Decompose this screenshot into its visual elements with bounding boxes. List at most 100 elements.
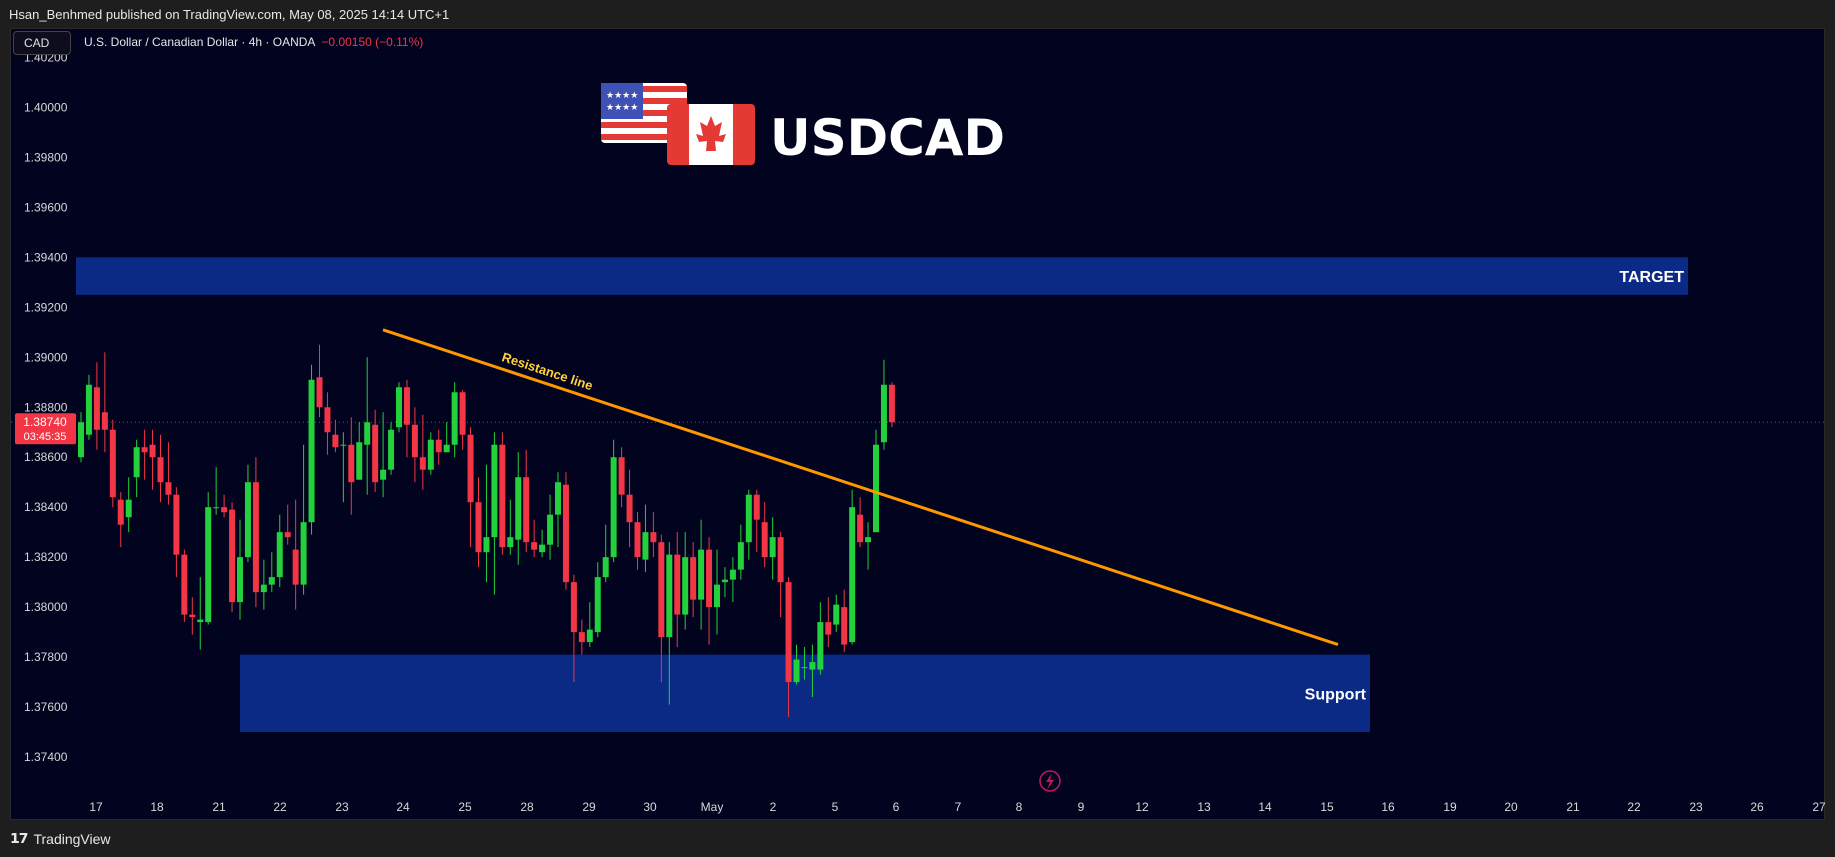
candle xyxy=(388,422,395,475)
candle-body xyxy=(523,477,530,543)
candle xyxy=(888,382,895,428)
candle-body xyxy=(475,502,482,553)
candle-body xyxy=(149,444,156,458)
candle xyxy=(396,382,402,433)
currency-button[interactable]: CAD xyxy=(13,31,71,55)
candle-body xyxy=(880,384,887,443)
candle xyxy=(547,494,554,560)
candle-body xyxy=(729,569,736,580)
candle-body xyxy=(403,387,410,425)
candle xyxy=(459,389,466,450)
candle-body xyxy=(833,604,840,625)
zone-target xyxy=(76,257,1688,295)
candle xyxy=(324,392,331,455)
candle xyxy=(483,464,490,583)
candle-body xyxy=(562,484,569,583)
x-tick-label: May xyxy=(701,800,724,814)
candle-body xyxy=(491,444,498,538)
candle-body xyxy=(650,532,657,543)
candle-body xyxy=(141,447,148,453)
x-tick-label: 29 xyxy=(582,800,596,814)
candle-body xyxy=(78,422,84,458)
time-axis[interactable]: 17 18 21 22 23 24 25 28 29 30 May 2 5 6 7 8 9 12 13 14 15 16 1… xyxy=(89,800,1826,814)
x-tick-label: 15 xyxy=(1320,800,1334,814)
candle-body xyxy=(213,507,220,509)
candle-body xyxy=(284,532,291,538)
candle-body xyxy=(332,434,339,448)
candle-body xyxy=(467,434,474,503)
zone-label: TARGET xyxy=(1619,269,1684,286)
candle xyxy=(109,419,116,508)
candle-body xyxy=(690,557,697,600)
candle-body xyxy=(364,422,371,445)
candle xyxy=(690,542,697,618)
title-block: ★★★★ ★★★★ USDCAD xyxy=(601,83,1005,167)
candle xyxy=(411,407,418,483)
candle-body xyxy=(642,532,649,560)
candle-body xyxy=(205,507,212,623)
candle xyxy=(205,492,212,625)
tradingview-logo-icon: 𝟭𝟳 xyxy=(10,830,29,846)
x-tick-label: 27 xyxy=(1812,800,1826,814)
candle xyxy=(252,457,259,608)
candle-body xyxy=(244,482,251,558)
candle xyxy=(133,439,140,498)
candle xyxy=(562,472,569,590)
candle xyxy=(586,602,593,648)
candle xyxy=(419,414,426,490)
x-tick-label: 17 xyxy=(89,800,103,814)
candle-body xyxy=(578,632,585,643)
x-tick-label: 18 xyxy=(150,800,164,814)
y-tick-label: 1.37400 xyxy=(24,750,68,764)
candle xyxy=(729,557,736,603)
tradingview-brand: TradingView xyxy=(33,830,111,847)
lightning-icon[interactable] xyxy=(1039,770,1061,792)
candle-body xyxy=(531,542,538,550)
price-axis[interactable]: 1.402001.400001.398001.396001.394001.392… xyxy=(24,50,68,764)
trendline-label: Resistance line xyxy=(500,349,595,393)
candle xyxy=(523,449,530,553)
candle-body xyxy=(594,577,601,633)
candle xyxy=(833,594,840,633)
x-tick-label: 23 xyxy=(335,800,349,814)
candle-body xyxy=(93,387,100,430)
x-tick-label: 21 xyxy=(1566,800,1580,814)
candle xyxy=(666,542,673,705)
candle xyxy=(777,532,784,618)
candle xyxy=(737,524,744,580)
candle xyxy=(308,364,315,535)
symbol-info[interactable]: U.S. Dollar / Canadian Dollar · 4h · OAN… xyxy=(84,35,423,49)
candle xyxy=(849,489,856,645)
candle-body xyxy=(539,544,546,553)
candle-body xyxy=(189,614,196,618)
candle-body xyxy=(483,537,490,553)
candle xyxy=(634,512,641,570)
candle-body xyxy=(721,579,728,583)
candle xyxy=(698,519,705,630)
y-tick-label: 1.39200 xyxy=(24,300,68,314)
candle xyxy=(260,559,267,610)
current-price-tag: 1.38740 03:45:35 xyxy=(15,413,76,445)
candle-body xyxy=(570,582,577,633)
tradingview-logo[interactable]: 𝟭𝟳 TradingView xyxy=(10,830,111,847)
candle-body xyxy=(396,387,402,428)
candle-body xyxy=(555,482,561,515)
y-tick-label: 1.38600 xyxy=(24,450,68,464)
candle-body xyxy=(825,622,832,635)
candle xyxy=(873,429,879,533)
price-tag-bg xyxy=(15,413,76,445)
candle-body xyxy=(817,622,824,670)
candle xyxy=(221,494,228,518)
candle-body xyxy=(674,554,681,615)
footer-bar: 𝟭𝟳 TradingView xyxy=(0,820,1835,857)
candle-body xyxy=(372,424,379,483)
x-tick-label: 13 xyxy=(1197,800,1211,814)
candle xyxy=(443,422,450,453)
x-tick-label: 12 xyxy=(1135,800,1149,814)
candle-body xyxy=(197,619,204,623)
candle-body xyxy=(698,549,705,600)
y-tick-label: 1.38800 xyxy=(24,400,68,414)
candle xyxy=(491,432,498,595)
candle-body xyxy=(252,482,259,593)
